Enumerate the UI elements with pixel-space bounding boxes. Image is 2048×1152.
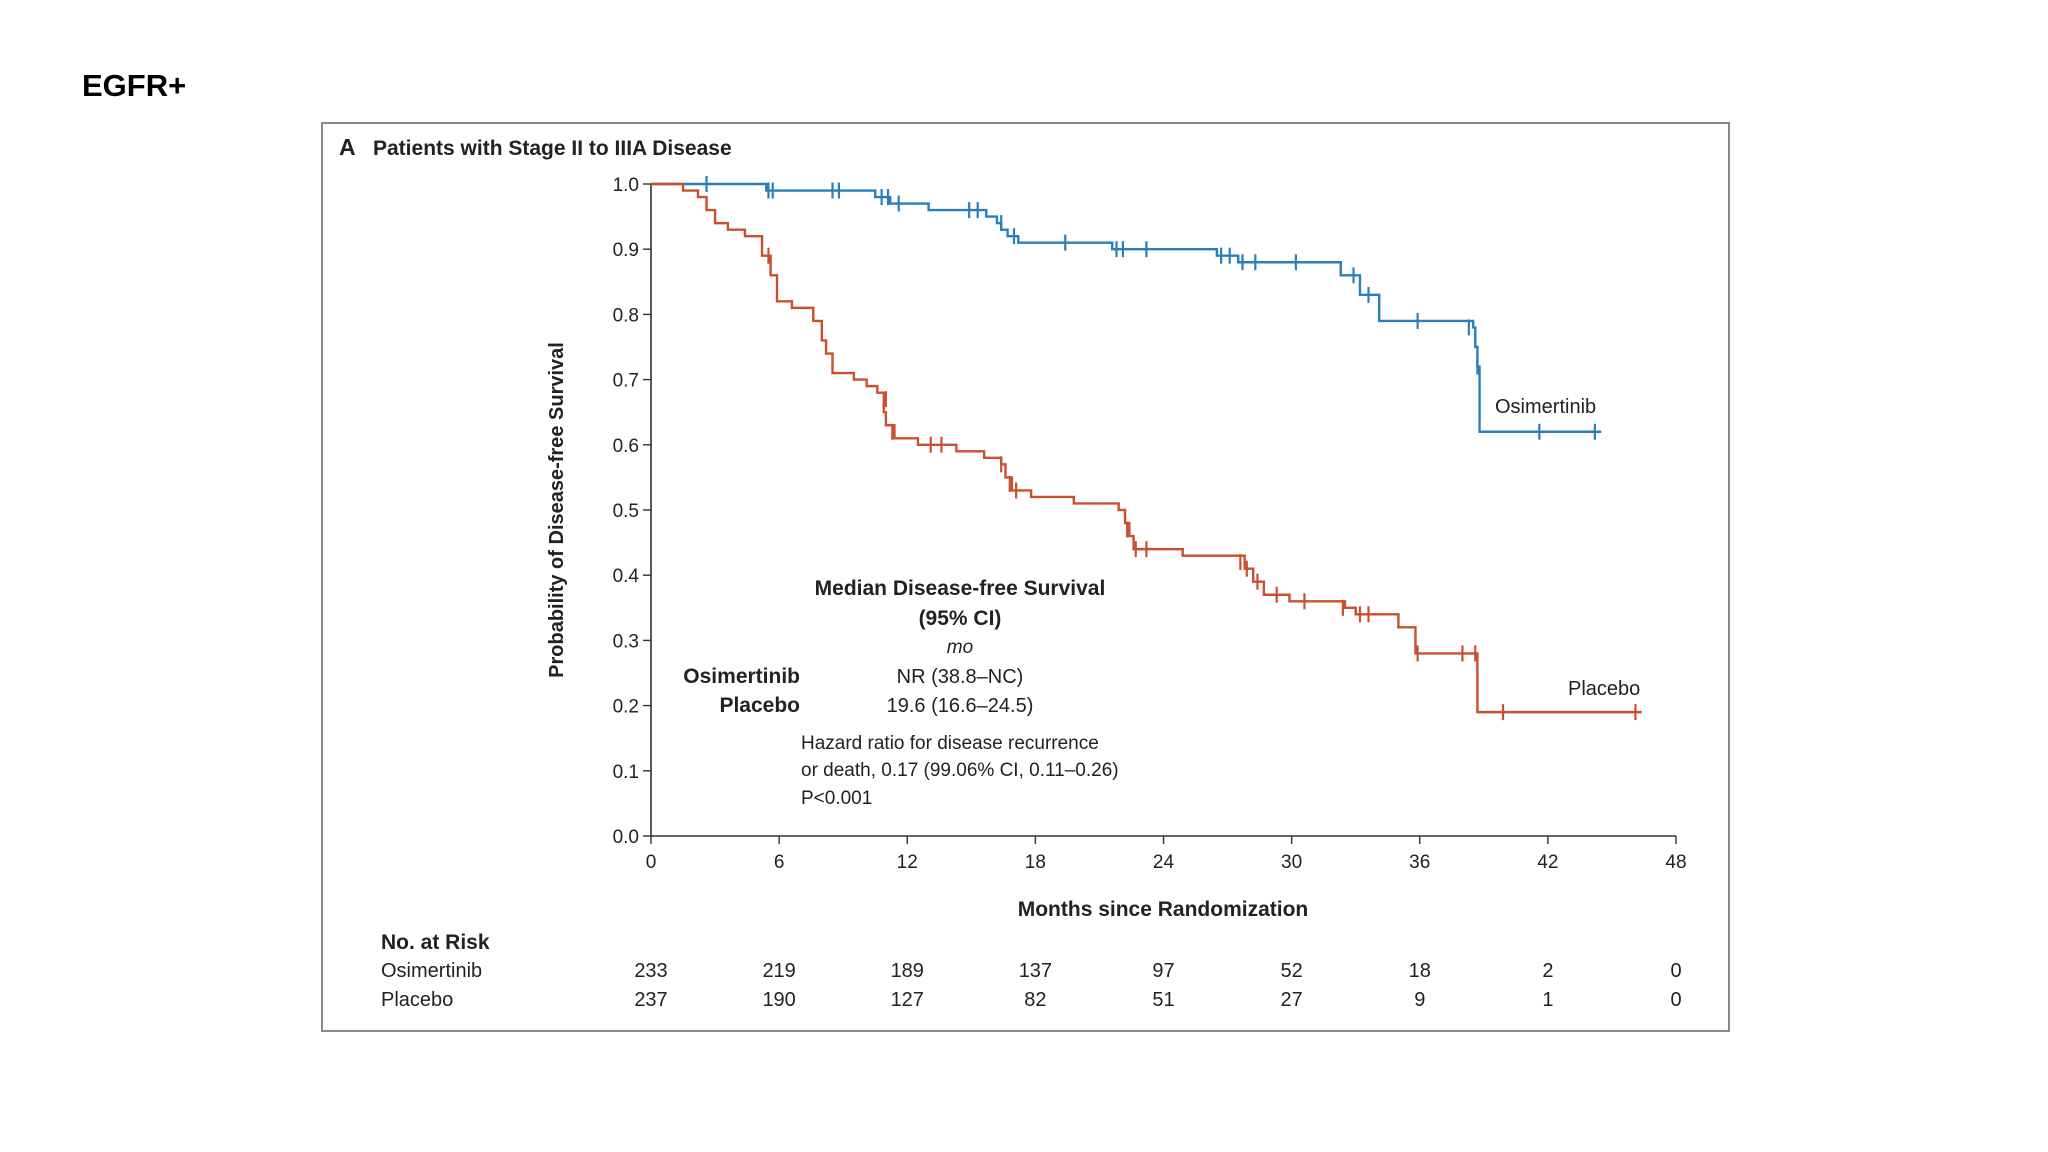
y-tick-label: 0.0 — [613, 827, 639, 848]
y-tick-label: 0.5 — [613, 501, 639, 522]
x-tick-label: 0 — [646, 852, 657, 873]
hazard-line1: Hazard ratio for disease recurrence — [801, 733, 1099, 754]
km-chart: A Patients with Stage II to IIIA Disease… — [339, 134, 1687, 1011]
median-heading-line2: (95% CI) — [919, 607, 1002, 630]
osimertinib-survival-line — [651, 182, 1602, 433]
osimertinib-curve-label: Osimertinib — [1495, 396, 1596, 418]
at-risk-cell: 137 — [1019, 960, 1052, 982]
median-unit: mo — [947, 637, 973, 658]
y-axis-label: Probability of Disease-free Survival — [546, 342, 568, 678]
x-tick-label: 36 — [1409, 852, 1430, 873]
at-risk-cell: 0 — [1670, 989, 1681, 1011]
x-axis-label: Months since Randomization — [1018, 898, 1309, 921]
at-risk-cell: 189 — [891, 960, 924, 982]
x-tick-label: 42 — [1537, 852, 1558, 873]
at-risk-cell: 52 — [1281, 960, 1303, 982]
y-tick-label: 0.9 — [613, 240, 639, 261]
x-ticks: 0 6 12 18 24 30 36 42 48 — [646, 836, 1687, 873]
slide-title: EGFR+ — [82, 68, 187, 103]
at-risk-cell: 18 — [1409, 960, 1431, 982]
chart-title: Patients with Stage II to IIIA Disease — [373, 137, 732, 160]
at-risk-cell: 233 — [634, 960, 667, 982]
at-risk-row-label-osimertinib: Osimertinib — [381, 960, 482, 982]
y-ticks: 0.0 0.1 0.2 0.3 0.4 0.5 0.6 0.7 0.8 0.9 1.0 — [613, 175, 651, 848]
at-risk-heading: No. at Risk — [381, 931, 490, 954]
x-tick-label: 6 — [774, 852, 785, 873]
y-tick-label: 0.1 — [613, 762, 639, 783]
hazard-line2: or death, 0.17 (99.06% CI, 0.11–0.26) — [801, 760, 1119, 781]
at-risk-cell: 190 — [762, 989, 795, 1011]
at-risk-cell: 2 — [1542, 960, 1553, 982]
median-row-placebo-label: Placebo — [719, 694, 800, 717]
at-risk-cell: 219 — [762, 960, 795, 982]
at-risk-cell: 82 — [1024, 989, 1046, 1011]
at-risk-cell: 51 — [1152, 989, 1174, 1011]
at-risk-cell: 1 — [1542, 989, 1553, 1011]
placebo-survival-line — [651, 182, 1642, 714]
y-tick-label: 1.0 — [613, 175, 639, 196]
x-tick-label: 18 — [1025, 852, 1046, 873]
at-risk-row-label-placebo: Placebo — [381, 989, 453, 1011]
median-heading-line1: Median Disease-free Survival — [815, 577, 1106, 600]
y-tick-label: 0.6 — [613, 436, 639, 457]
at-risk-cell: 0 — [1670, 960, 1681, 982]
at-risk-cell: 9 — [1414, 989, 1425, 1011]
at-risk-cell: 127 — [891, 989, 924, 1011]
y-tick-label: 0.4 — [613, 566, 640, 587]
placebo-curve-label: Placebo — [1568, 678, 1640, 700]
at-risk-cell: 237 — [634, 989, 667, 1011]
median-row-osimertinib-value: NR (38.8–NC) — [897, 666, 1024, 688]
y-tick-label: 0.7 — [613, 371, 639, 392]
x-tick-label: 24 — [1153, 852, 1175, 873]
median-row-osimertinib-label: Osimertinib — [683, 665, 800, 688]
y-tick-label: 0.2 — [613, 697, 639, 718]
y-tick-label: 0.3 — [613, 631, 639, 652]
at-risk-values: 233 219 189 137 97 52 18 2 0 237 190 127 82 51 27 9 1 0 — [634, 960, 1681, 1011]
at-risk-cell: 27 — [1281, 989, 1303, 1011]
median-row-placebo-value: 19.6 (16.6–24.5) — [887, 695, 1034, 717]
x-tick-label: 12 — [897, 852, 918, 873]
x-tick-label: 48 — [1665, 852, 1686, 873]
series-layer — [651, 176, 1642, 721]
at-risk-table: No. at Risk Osimertinib Placebo 233 219 18… — [381, 931, 1682, 1011]
x-tick-label: 30 — [1281, 852, 1302, 873]
figure-frame: A Patients with Stage II to IIIA Disease… — [321, 122, 1730, 1032]
panel-letter: A — [339, 134, 356, 160]
y-tick-label: 0.8 — [613, 305, 639, 326]
at-risk-cell: 97 — [1152, 960, 1174, 982]
hazard-line3: P<0.001 — [801, 788, 872, 809]
median-box: Median Disease-free Survival (95% CI) mo… — [683, 577, 1118, 809]
